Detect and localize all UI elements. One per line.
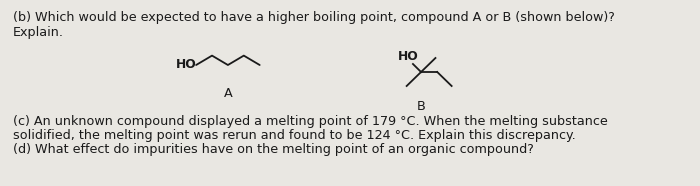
Text: (d) What effect do impurities have on the melting point of an organic compound?: (d) What effect do impurities have on th… [13,143,533,156]
Text: (c) An unknown compound displayed a melting point of 179 °C. When the melting su: (c) An unknown compound displayed a melt… [13,115,608,128]
Text: (b) Which would be expected to have a higher boiling point, compound A or B (sho: (b) Which would be expected to have a hi… [13,11,615,24]
Text: A: A [223,87,232,100]
Text: Explain.: Explain. [13,26,64,39]
Text: HO: HO [176,58,196,71]
Text: HO: HO [398,50,419,63]
Text: B: B [416,100,426,113]
Text: solidified, the melting point was rerun and found to be 124 °C. Explain this dis: solidified, the melting point was rerun … [13,129,575,142]
